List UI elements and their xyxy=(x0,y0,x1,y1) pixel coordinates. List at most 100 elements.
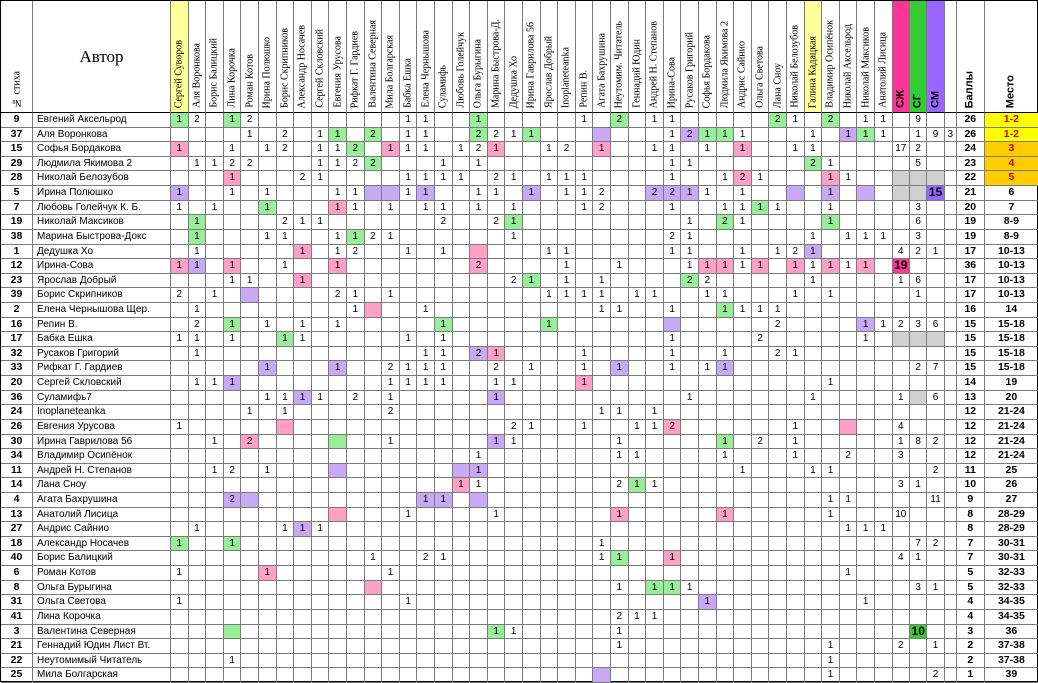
vote-cell: 1 xyxy=(399,507,418,523)
vote-cell: 1 xyxy=(188,156,207,172)
vote-cell xyxy=(311,419,330,435)
vote-cell: 1 xyxy=(857,127,875,143)
vote-cell xyxy=(259,551,277,567)
vote-cell xyxy=(769,595,787,610)
vote-cell xyxy=(523,215,541,230)
vote-cell xyxy=(171,653,189,669)
spacer-cell xyxy=(944,317,957,333)
spacer-cell xyxy=(944,259,957,274)
poem-number: 39 xyxy=(1,288,33,303)
vote-cell: 1 xyxy=(857,332,875,347)
vote-cell xyxy=(681,639,699,654)
vote-cell xyxy=(364,507,383,523)
vote-cell: 1 xyxy=(329,156,347,172)
vote-cell xyxy=(804,317,823,333)
vote-cell xyxy=(435,434,453,450)
group-score-gsj xyxy=(892,653,910,669)
vote-cell xyxy=(857,566,875,581)
group-score-gsg: 10 xyxy=(910,624,928,640)
vote-cell xyxy=(593,244,611,260)
vote-cell xyxy=(435,639,453,654)
vote-cell: 1 xyxy=(716,449,735,464)
vote-cell xyxy=(839,551,858,567)
vote-cell xyxy=(470,566,488,581)
judge-header-11: Валентина Северная xyxy=(364,1,383,113)
vote-cell xyxy=(206,580,224,596)
score-value: 5 xyxy=(956,580,985,596)
vote-cell xyxy=(787,171,805,187)
vote-cell xyxy=(329,536,347,552)
vote-cell xyxy=(347,653,365,669)
vote-cell xyxy=(329,273,347,289)
vote-cell: 2 xyxy=(787,244,805,260)
vote-cell xyxy=(593,522,611,537)
group-score-gsm: 2 xyxy=(927,668,945,683)
vote-cell xyxy=(364,609,383,625)
author-name: Александр Носачев xyxy=(33,536,171,552)
vote-cell xyxy=(699,463,717,479)
score-value: 11 xyxy=(956,463,985,479)
vote-cell xyxy=(382,580,400,596)
vote-cell xyxy=(259,536,277,552)
vote-cell xyxy=(839,463,858,479)
vote-cell: 2 xyxy=(470,142,488,157)
vote-cell xyxy=(839,113,858,128)
vote-cell xyxy=(611,215,629,230)
vote-cell xyxy=(575,215,594,230)
vote-cell xyxy=(487,668,506,683)
vote-cell: 1 xyxy=(188,346,207,362)
vote-cell xyxy=(734,361,752,377)
vote-cell xyxy=(452,434,471,450)
judge-header-23-label: Репин В. xyxy=(578,70,590,108)
spacer-cell xyxy=(944,244,957,260)
group-score-gsm xyxy=(927,288,945,303)
group-score-gsm xyxy=(927,449,945,464)
group-score-gsg: 2 xyxy=(910,361,928,377)
vote-cell xyxy=(769,215,787,230)
vote-cell xyxy=(188,624,207,640)
vote-cell xyxy=(311,361,330,377)
vote-cell xyxy=(505,156,523,172)
vote-cell xyxy=(646,595,664,610)
score-value: 17 xyxy=(956,288,985,303)
author-name: Лина Корочка xyxy=(33,609,171,625)
vote-cell xyxy=(470,551,488,567)
vote-cell xyxy=(347,580,365,596)
vote-cell: 2 xyxy=(487,171,506,187)
vote-cell xyxy=(593,478,611,493)
vote-cell: 1 xyxy=(417,113,435,128)
vote-cell xyxy=(347,551,365,567)
vote-cell xyxy=(558,390,576,406)
vote-cell xyxy=(593,434,611,450)
vote-cell xyxy=(382,449,400,464)
vote-cell xyxy=(593,171,611,187)
vote-cell: 1 xyxy=(804,390,823,406)
vote-cell xyxy=(435,113,453,128)
vote-cell xyxy=(646,434,664,450)
vote-cell xyxy=(417,317,435,333)
vote-cell xyxy=(734,229,752,245)
vote-cell: 1 xyxy=(787,259,805,274)
judge-header-13-label: Бабка Ешка xyxy=(402,58,414,108)
vote-cell xyxy=(487,566,506,581)
vote-cell xyxy=(751,639,770,654)
author-name: Бабка Ешка xyxy=(33,332,171,347)
vote-cell: 1 xyxy=(822,376,840,391)
vote-cell xyxy=(646,229,664,245)
vote-cell xyxy=(681,142,699,157)
vote-cell xyxy=(540,186,559,201)
place-value: 4 xyxy=(984,156,1038,172)
judge-header-29: Русаков Григорий xyxy=(681,1,699,113)
vote-cell: 1 xyxy=(399,171,418,187)
vote-cell xyxy=(681,522,699,537)
vote-cell xyxy=(787,317,805,333)
author-name: Лана Сноу xyxy=(33,478,171,493)
vote-cell xyxy=(206,215,224,230)
vote-cell: 1 xyxy=(540,171,559,187)
vote-cell xyxy=(787,332,805,347)
vote-cell xyxy=(382,551,400,567)
vote-cell xyxy=(822,449,840,464)
vote-cell: 2 xyxy=(223,156,242,172)
vote-cell xyxy=(769,609,787,625)
